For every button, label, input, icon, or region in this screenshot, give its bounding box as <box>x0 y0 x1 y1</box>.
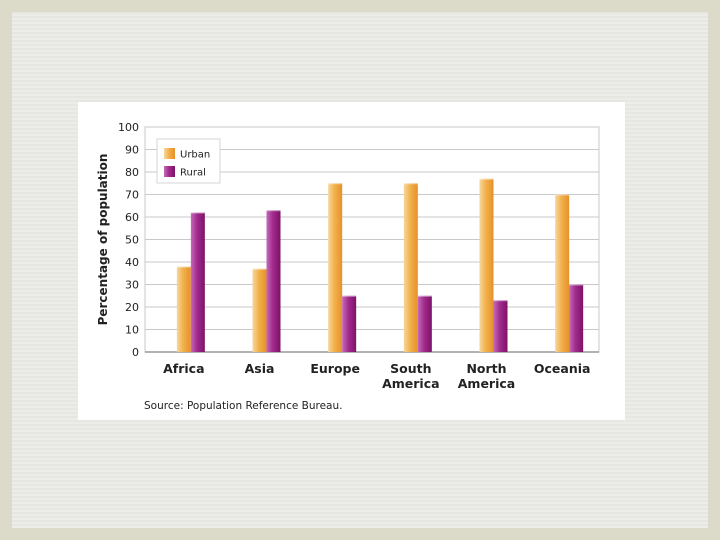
y-axis-title: Percentage of population <box>96 154 110 326</box>
y-tick-label: 70 <box>125 189 139 202</box>
bar-urban <box>252 268 267 352</box>
x-tick-label: America <box>382 376 439 391</box>
y-tick-label: 50 <box>125 234 139 247</box>
y-tick-label: 80 <box>125 166 139 179</box>
bar-rural <box>190 212 205 352</box>
x-tick-label: Africa <box>163 361 204 376</box>
y-tick-label: 100 <box>118 121 139 134</box>
x-tick-label: Europe <box>310 361 360 376</box>
source-note: Source: Population Reference Bureau. <box>144 400 343 412</box>
y-tick-label: 40 <box>125 256 139 269</box>
x-tick-label: South <box>390 361 431 376</box>
y-tick-label: 10 <box>125 324 139 337</box>
bar-urban <box>555 194 570 352</box>
x-tick-label: Oceania <box>534 361 591 376</box>
bar-urban <box>479 178 494 352</box>
bar-urban <box>403 183 418 352</box>
x-tick-label: North <box>466 361 506 376</box>
bar-urban <box>176 266 191 352</box>
bar-rural <box>493 300 508 352</box>
legend-label-urban: Urban <box>180 150 210 161</box>
x-tick-label: Asia <box>245 361 275 376</box>
y-tick-label: 90 <box>125 144 139 157</box>
y-tick-label: 30 <box>125 279 139 292</box>
y-tick-label: 20 <box>125 301 139 314</box>
bar-chart: 0 10 20 30 40 50 60 70 80 90 100 Percentage of popu… <box>96 121 600 391</box>
y-tick-label: 0 <box>132 346 139 359</box>
bar-urban <box>328 183 343 352</box>
chart-card: 0 10 20 30 40 50 60 70 80 90 100 Percentage of popu… <box>78 102 625 420</box>
bar-rural <box>342 295 357 352</box>
bar-rural <box>417 295 432 352</box>
legend-label-rural: Rural <box>180 168 206 179</box>
y-tick-label: 60 <box>125 211 139 224</box>
bar-rural <box>569 284 584 352</box>
x-tick-label: America <box>458 376 515 391</box>
bar-rural <box>266 210 281 352</box>
legend-swatch-rural <box>164 166 175 177</box>
legend-swatch-urban <box>164 148 175 159</box>
